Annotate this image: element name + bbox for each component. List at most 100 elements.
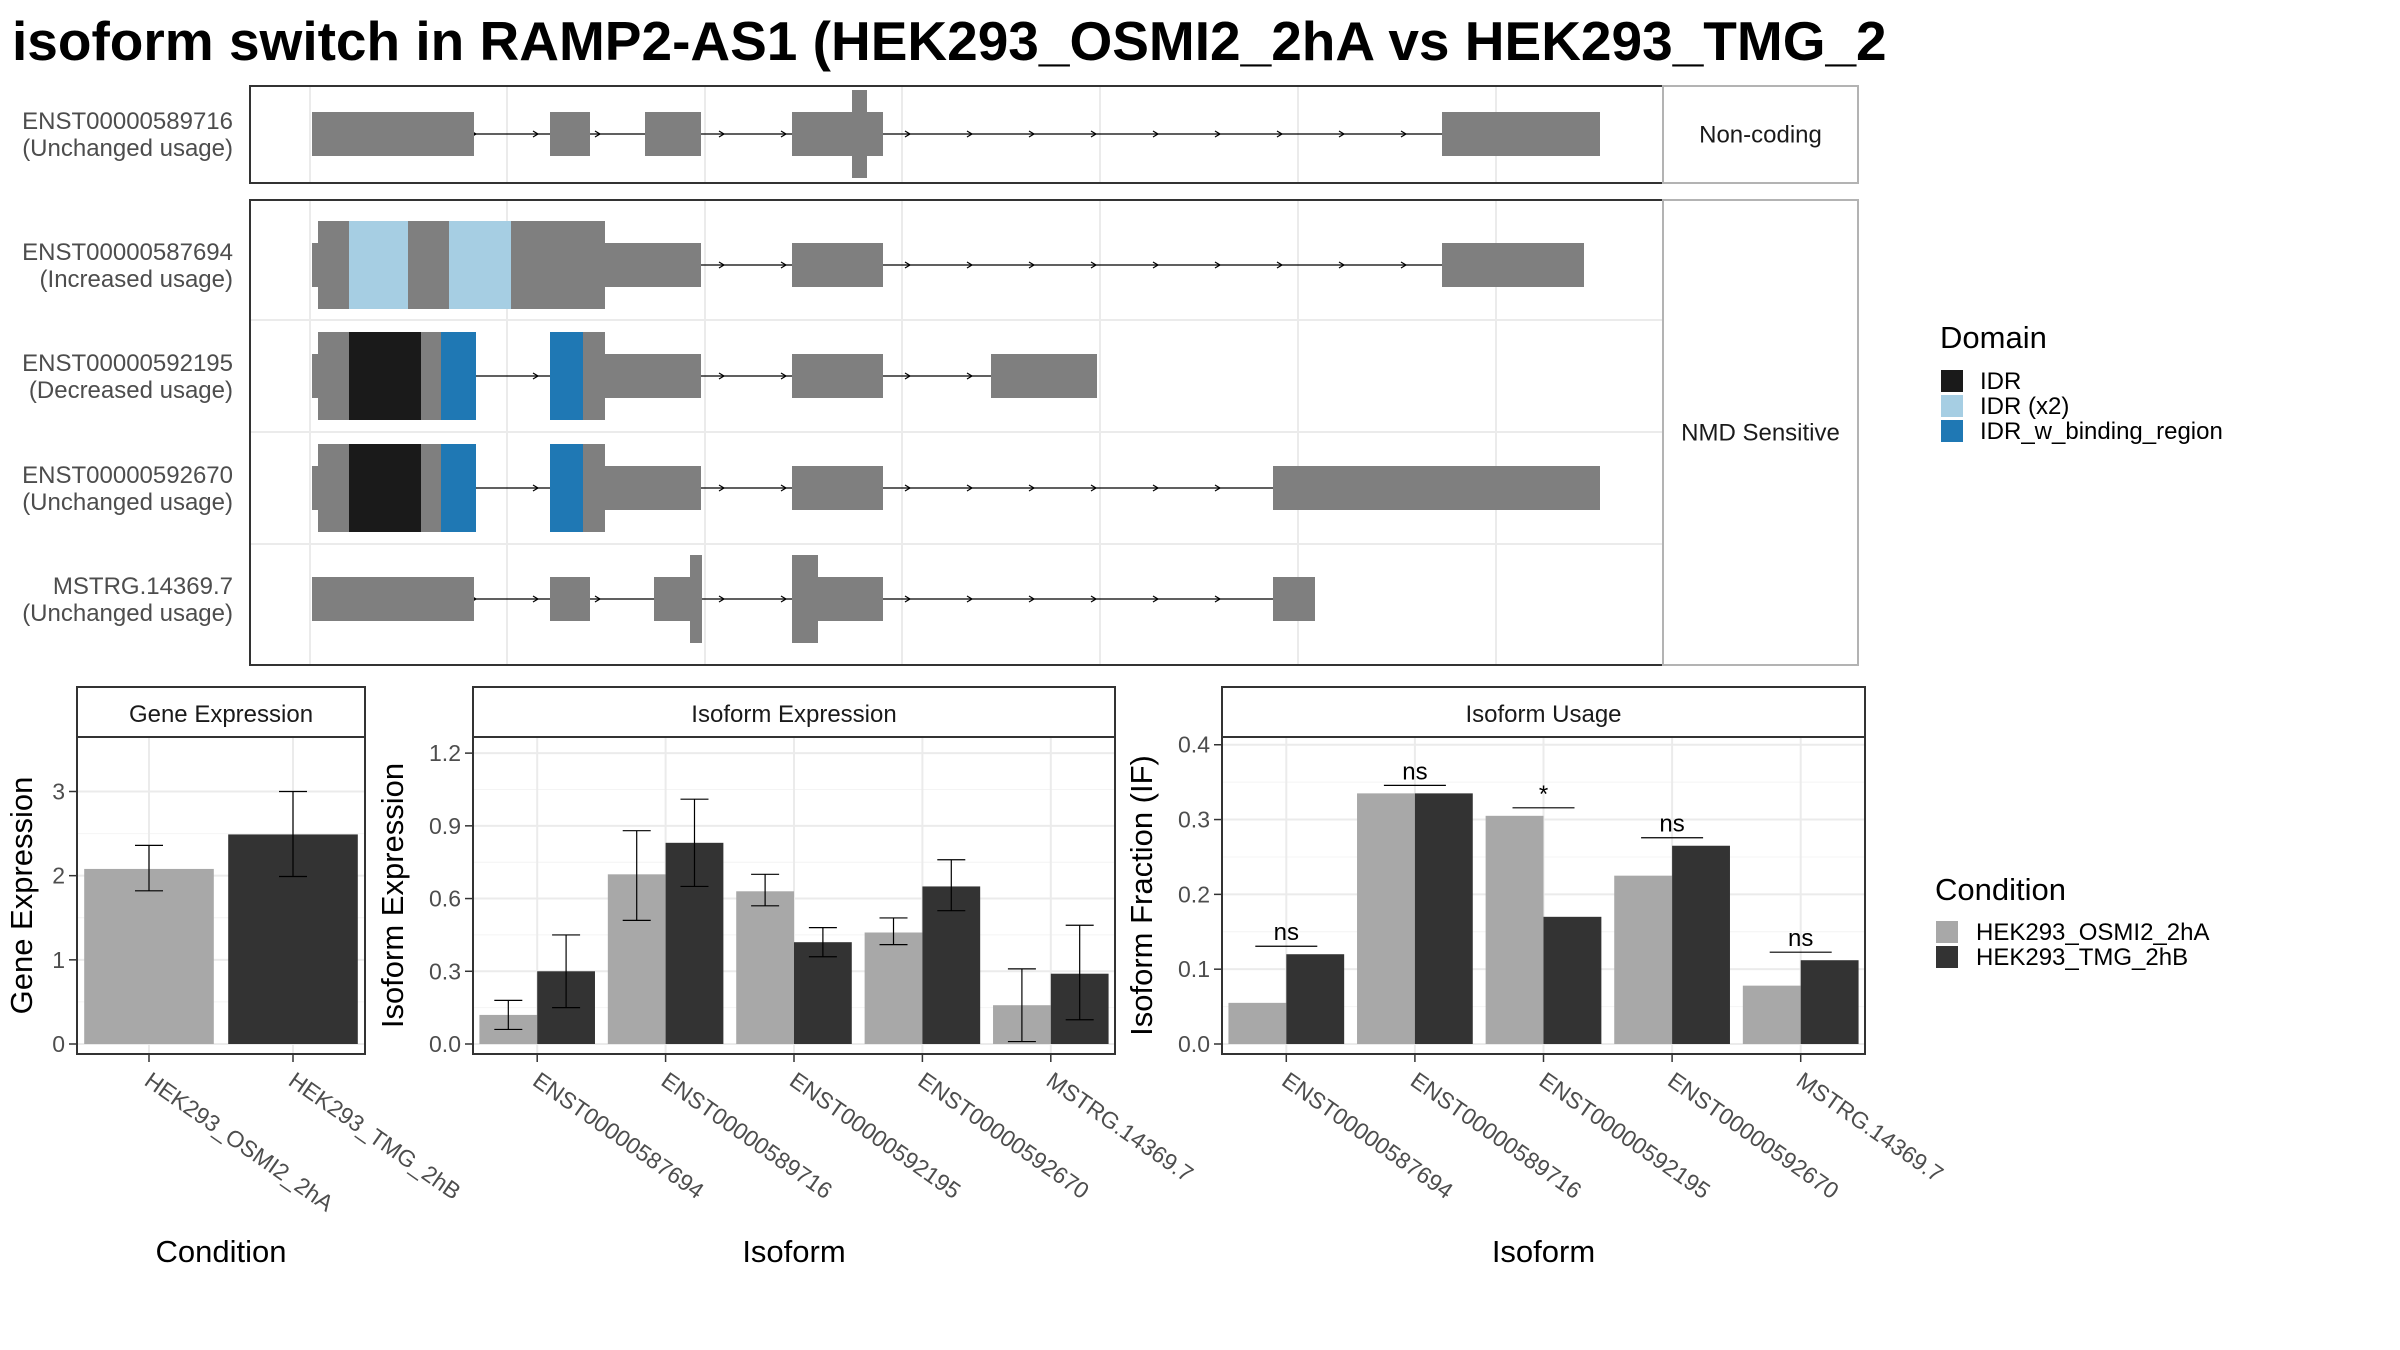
intron-arrow (780, 372, 788, 380)
intron-arrow (1338, 261, 1346, 269)
isoform-name: ENST00000589716 (22, 108, 233, 135)
expression-bar-charts: Gene ExpressionHEK293_OSMI2_2hAHEK293_TM… (4, 686, 1948, 1269)
isoform-usage-status: (Unchanged usage) (22, 135, 233, 162)
intron-arrow (966, 130, 974, 138)
exon (550, 112, 590, 156)
y-tick-label: 0.6 (429, 886, 461, 912)
intron-arrow (1028, 484, 1036, 492)
exon (645, 112, 701, 156)
exon (792, 243, 883, 287)
condition-legend-title: Condition (1935, 872, 2066, 907)
domain-legend-label: IDR (1980, 368, 2021, 395)
bar (922, 886, 981, 1044)
intron-arrow (718, 130, 726, 138)
figure-title: isoform switch in RAMP2-AS1 (HEK293_OSMI… (12, 10, 1887, 72)
intron-arrow (780, 261, 788, 269)
intron-arrow (966, 372, 974, 380)
domain-region (550, 444, 583, 532)
intron-arrow (966, 595, 974, 603)
intron-arrow (904, 130, 912, 138)
intron-arrow (532, 130, 540, 138)
exon (605, 466, 701, 510)
y-tick-label: 3 (52, 779, 65, 805)
intron-arrow (904, 372, 912, 380)
chart-strip (1221, 686, 1866, 738)
facet-strip (1662, 199, 1859, 666)
bar (1614, 875, 1673, 1044)
bar (736, 891, 794, 1044)
intron-arrow (1400, 261, 1408, 269)
intron-arrow (594, 130, 602, 138)
intron-arrow (1152, 484, 1160, 492)
isoform-usage-status: (Unchanged usage) (22, 600, 233, 627)
chart-title: Isoform Usage (1465, 701, 1621, 728)
y-tick-label: 0.0 (429, 1031, 461, 1057)
intron-arrow (718, 261, 726, 269)
intron-arrow (1090, 130, 1098, 138)
y-tick-label: 1 (52, 947, 65, 973)
exon (792, 466, 883, 510)
domain-legend-key (1941, 395, 1963, 417)
isoform-name: ENST00000587694 (22, 239, 233, 266)
intron-arrow (1338, 130, 1346, 138)
exon (792, 555, 818, 643)
x-axis-title: Condition (156, 1234, 287, 1269)
y-tick-label: 2 (52, 863, 65, 889)
y-tick-label: 0.1 (1178, 956, 1210, 982)
domain-region (441, 444, 476, 532)
intron-arrow (532, 484, 540, 492)
intron-arrow (780, 130, 788, 138)
exon (792, 354, 883, 398)
bar (864, 932, 923, 1044)
x-axis-title: Isoform (742, 1234, 845, 1269)
y-tick-label: 1.2 (429, 740, 461, 766)
exon (312, 112, 474, 156)
exon (991, 354, 1097, 398)
exon (818, 577, 883, 621)
domain-legend-key (1941, 370, 1963, 392)
isoform-name: MSTRG.14369.7 (53, 573, 233, 600)
intron-arrow (966, 484, 974, 492)
exon (1442, 243, 1584, 287)
intron-arrow (966, 261, 974, 269)
facet-strip (1662, 85, 1859, 184)
condition-legend-key (1936, 921, 1958, 943)
bar (1357, 793, 1415, 1044)
intron-arrow (1214, 484, 1222, 492)
y-tick-label: 0.0 (1178, 1031, 1210, 1057)
intron-arrow (1214, 130, 1222, 138)
intron-arrow (1152, 595, 1160, 603)
exon (654, 577, 690, 621)
bar (794, 942, 852, 1044)
y-axis-title: Isoform Fraction (IF) (1124, 755, 1159, 1036)
bar (1286, 954, 1345, 1044)
intron-arrow (1214, 595, 1222, 603)
bar (1672, 845, 1730, 1044)
exon (1442, 112, 1600, 156)
y-tick-label: 0.9 (429, 813, 461, 839)
exon (312, 577, 474, 621)
chart-title: Isoform Expression (691, 701, 896, 728)
intron-arrow (718, 484, 726, 492)
intron-arrow (532, 372, 540, 380)
domain-legend-key (1941, 420, 1963, 442)
intron-arrow (780, 484, 788, 492)
exon (421, 444, 441, 532)
intron-arrow (1090, 261, 1098, 269)
domain-region (349, 444, 421, 532)
bar (1485, 815, 1544, 1044)
bar (1414, 793, 1473, 1044)
intron-arrow (780, 595, 788, 603)
y-axis-title: Gene Expression (4, 777, 39, 1015)
intron-arrow (1400, 130, 1408, 138)
domain-legend-label: IDR (x2) (1980, 393, 2069, 420)
intron-arrow (1152, 261, 1160, 269)
intron-arrow (1028, 261, 1036, 269)
isoform-name: ENST00000592195 (22, 350, 233, 377)
intron-arrow (718, 372, 726, 380)
bar (1543, 916, 1602, 1044)
facet-strip-label: Non-coding (1699, 122, 1822, 149)
intron-arrow (904, 261, 912, 269)
